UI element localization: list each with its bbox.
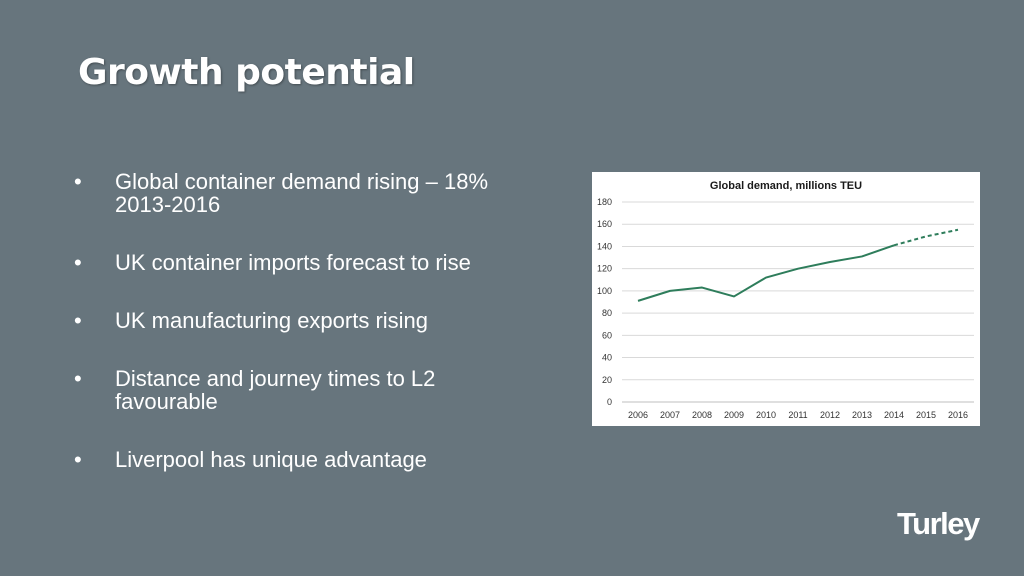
bullet-text: Distance and journey times to L2 favoura… <box>115 366 436 414</box>
bullet-text: UK container imports forecast to rise <box>115 250 471 275</box>
bullet-list: • Global container demand rising – 18% 2… <box>74 170 544 506</box>
bullet-text: Global container demand rising – 18% 201… <box>115 169 489 217</box>
bullet-marker: • <box>74 169 82 194</box>
bullet-text: UK manufacturing exports rising <box>115 308 429 333</box>
y-tick-label: 80 <box>602 308 612 318</box>
y-tick-label: 100 <box>597 286 612 296</box>
y-tick-label: 140 <box>597 241 612 251</box>
x-tick-label: 2014 <box>884 410 904 420</box>
chart-panel: Global demand, millions TEU 0 20 40 60 80 100 1… <box>592 172 980 426</box>
y-tick-label: 20 <box>602 375 612 385</box>
bullet-item: • UK manufacturing exports rising <box>74 309 544 332</box>
bullet-marker: • <box>74 250 82 275</box>
bullet-item: • Liverpool has unique advantage <box>74 448 544 471</box>
bullet-item: • UK container imports forecast to rise <box>74 251 544 274</box>
y-tick-label: 60 <box>602 330 612 340</box>
x-tick-label: 2011 <box>788 410 807 420</box>
series-line-forecast <box>893 228 959 247</box>
bullet-marker: • <box>74 366 82 391</box>
x-tick-label: 2013 <box>852 410 872 420</box>
x-tick-label: 2015 <box>916 410 936 420</box>
bullet-marker: • <box>74 308 82 333</box>
y-tick-label: 0 <box>607 397 612 407</box>
turley-logo: Turley <box>897 506 980 541</box>
chart-title: Global demand, millions TEU <box>710 180 862 192</box>
line-chart: Global demand, millions TEU 0 20 40 60 80 100 1… <box>597 180 974 420</box>
y-tick-label: 160 <box>597 219 612 229</box>
y-tick-label: 120 <box>597 264 612 274</box>
x-tick-label: 2016 <box>948 410 968 420</box>
bullet-text: Liverpool has unique advantage <box>115 447 427 472</box>
bullet-item: • Global container demand rising – 18% 2… <box>74 170 544 216</box>
bullet-marker: • <box>74 447 82 472</box>
x-tick-label: 2010 <box>756 410 776 420</box>
slide-title: Growth potential <box>78 52 415 93</box>
x-tick-label: 2008 <box>692 410 712 420</box>
x-tick-label: 2007 <box>660 410 680 420</box>
y-tick-label: 40 <box>602 353 612 363</box>
bullet-item: • Distance and journey times to L2 favou… <box>74 367 544 413</box>
series-line-actual <box>637 244 895 302</box>
x-tick-label: 2012 <box>820 410 840 420</box>
x-tick-label: 2009 <box>724 410 744 420</box>
x-tick-label: 2006 <box>628 410 648 420</box>
y-tick-label: 180 <box>597 197 612 207</box>
